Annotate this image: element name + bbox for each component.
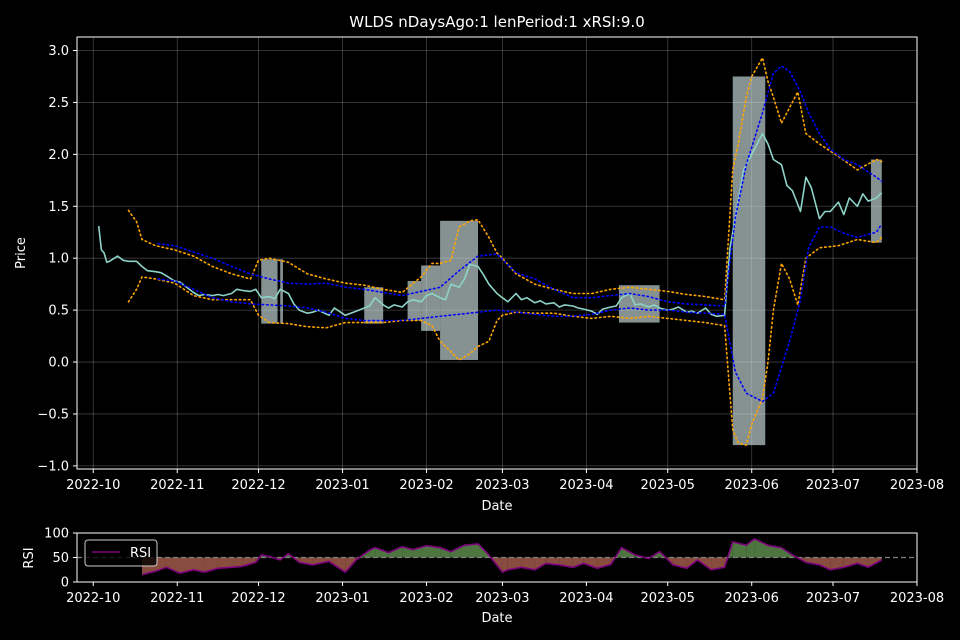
rsi-fill-below xyxy=(521,557,535,570)
rsi-fill-above xyxy=(754,538,768,558)
rsi-x-tick-label: 2023-05 xyxy=(641,591,695,606)
price-y-tick-label: 0.0 xyxy=(48,356,69,371)
rsi-x-ticks: 2022-10 2022-11 2022-12 2023-01 2023-02 2023-… xyxy=(66,582,944,606)
price-x-ticks: 2022-10 2022-11 2022-12 2023-01 2023-02 2023-… xyxy=(66,469,944,493)
squeeze-region xyxy=(440,220,479,360)
chart-title: WLDS nDaysAgo:1 lenPeriod:1 xRSI:9.0 xyxy=(349,13,645,31)
rsi-fill-below xyxy=(597,557,611,569)
rsi-fill-below xyxy=(534,557,546,570)
price-y-tick-label: 2.0 xyxy=(48,148,69,163)
rsi-fill-above xyxy=(768,545,782,558)
rsi-fill-below xyxy=(502,557,508,573)
rsi-fill-below xyxy=(312,557,329,565)
squeeze-region xyxy=(732,76,766,446)
price-series xyxy=(97,56,883,446)
price-y-tick-label: 1.0 xyxy=(48,252,69,267)
keltner-upper-line xyxy=(157,65,883,307)
price-y-tick-label: 0.5 xyxy=(48,304,69,319)
rsi-y-axis-label: RSI xyxy=(22,547,37,568)
squeeze-region xyxy=(280,259,283,324)
rsi-y-tick-label: 0 xyxy=(61,576,69,591)
price-y-tick-label: −1.0 xyxy=(37,459,69,474)
price-x-tick-label: 2022-12 xyxy=(231,478,285,493)
rsi-fill-below xyxy=(166,557,180,574)
rsi-fill-above xyxy=(450,545,465,558)
rsi-fill-above xyxy=(732,541,747,558)
rsi-panel: 2022-10 2022-11 2022-12 2023-01 2023-02 2023-… xyxy=(22,527,944,627)
rsi-y-tick-label: 50 xyxy=(52,551,69,566)
rsi-fill-below xyxy=(711,557,725,570)
price-y-axis-label: Price xyxy=(14,237,29,269)
price-x-axis-label: Date xyxy=(481,499,512,514)
price-y-tick-label: −0.5 xyxy=(37,407,69,422)
rsi-fill-below xyxy=(180,557,194,574)
rsi-x-tick-label: 2023-06 xyxy=(725,591,779,606)
rsi-legend: RSI xyxy=(84,539,158,567)
rsi-fill-above xyxy=(440,547,451,558)
rsi-x-tick-label: 2023-08 xyxy=(890,591,944,606)
rsi-y-ticks: 0 50 100 xyxy=(44,527,77,591)
price-x-tick-label: 2022-11 xyxy=(150,478,204,493)
rsi-fill-below xyxy=(217,557,232,569)
rsi-fill-below xyxy=(805,557,820,565)
price-x-tick-label: 2022-10 xyxy=(66,478,120,493)
rsi-x-axis-label: Date xyxy=(481,611,512,626)
squeeze-regions xyxy=(261,76,882,446)
price-x-tick-label: 2023-03 xyxy=(475,478,529,493)
rsi-fill-above xyxy=(746,538,755,558)
rsi-fill-above xyxy=(464,543,478,558)
price-y-tick-label: 1.5 xyxy=(48,200,69,215)
squeeze-region xyxy=(421,265,441,331)
rsi-fill-below xyxy=(819,557,831,570)
rsi-line xyxy=(141,537,883,576)
price-y-tick-label: 3.0 xyxy=(48,44,69,59)
rsi-x-tick-label: 2023-03 xyxy=(475,591,529,606)
rsi-x-tick-label: 2022-11 xyxy=(150,591,204,606)
price-y-tick-label: 2.5 xyxy=(48,96,69,111)
rsi-fill-below xyxy=(843,557,858,568)
rsi-fill-below xyxy=(572,557,584,568)
price-x-tick-label: 2023-06 xyxy=(725,478,779,493)
price-x-tick-label: 2023-08 xyxy=(890,478,944,493)
price-axes-frame xyxy=(76,36,918,470)
rsi-fill-below xyxy=(329,557,346,573)
rsi-fill-below xyxy=(857,557,869,568)
rsi-fill-above xyxy=(426,545,441,558)
bollinger-lower-line xyxy=(127,236,883,446)
rsi-series xyxy=(77,537,917,576)
rsi-x-tick-label: 2022-12 xyxy=(231,591,285,606)
price-y-ticks: −1.0 −0.5 0.0 0.5 1.0 1.5 2.0 2.5 3.0 xyxy=(37,44,77,474)
price-x-tick-label: 2023-01 xyxy=(315,478,369,493)
price-x-tick-label: 2023-05 xyxy=(641,478,695,493)
price-line xyxy=(97,132,883,318)
rsi-x-tick-label: 2023-04 xyxy=(559,591,613,606)
price-panel: WLDS nDaysAgo:1 lenPeriod:1 xRSI:9.0 202… xyxy=(14,13,944,514)
squeeze-region xyxy=(364,287,384,324)
rsi-x-tick-label: 2023-07 xyxy=(806,591,860,606)
price-x-tick-label: 2023-04 xyxy=(559,478,613,493)
rsi-fill-below xyxy=(193,557,205,573)
rsi-fill-below xyxy=(507,557,522,570)
rsi-fill-below xyxy=(299,557,313,565)
price-x-tick-label: 2023-07 xyxy=(806,478,860,493)
price-x-tick-label: 2023-02 xyxy=(399,478,453,493)
rsi-x-tick-label: 2023-01 xyxy=(315,591,369,606)
squeeze-region xyxy=(261,259,278,324)
rsi-fill-above xyxy=(388,546,403,558)
rsi-fill-below xyxy=(830,557,844,570)
rsi-fill-below xyxy=(242,557,256,567)
rsi-fill-above xyxy=(413,545,427,558)
rsi-x-tick-label: 2023-02 xyxy=(399,591,453,606)
rsi-fill-below xyxy=(583,557,598,569)
squeeze-region xyxy=(870,159,882,243)
rsi-legend-label: RSI xyxy=(130,546,151,561)
rsi-fill-below xyxy=(231,557,243,568)
rsi-legend-box xyxy=(84,539,158,567)
bollinger-upper-line xyxy=(127,56,883,301)
rsi-x-tick-label: 2022-10 xyxy=(66,591,120,606)
rsi-y-tick-label: 100 xyxy=(44,527,69,542)
rsi-fill-above xyxy=(375,547,389,558)
keltner-lower-line xyxy=(157,223,883,403)
